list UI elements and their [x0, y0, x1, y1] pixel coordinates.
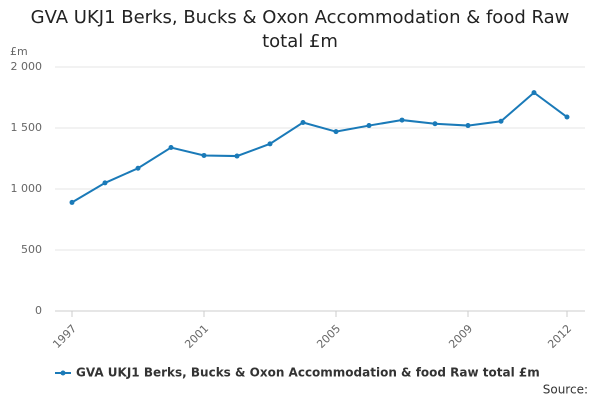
chart-title: GVA UKJ1 Berks, Bucks & Oxon Accommodati… [30, 7, 570, 52]
x-tick-label: 1997 [50, 322, 79, 351]
point [201, 152, 207, 158]
y-unit: £m [10, 45, 28, 58]
point [465, 123, 471, 129]
point [366, 123, 372, 129]
y-tick-label: 0 [35, 304, 42, 317]
legend-label: GVA UKJ1 Berks, Bucks & Oxon Accommodati… [76, 366, 540, 380]
point [267, 141, 273, 147]
point [234, 153, 240, 159]
point [399, 117, 405, 123]
legend-marker [60, 370, 66, 376]
point [564, 114, 570, 120]
point [69, 199, 75, 205]
point [531, 90, 537, 96]
point [498, 118, 504, 124]
point [102, 180, 108, 186]
x-tick-label: 2009 [446, 322, 475, 351]
source: Source: [543, 383, 588, 397]
y-tick-label: 1 000 [11, 182, 43, 195]
x-tick-label: 2012 [545, 322, 574, 351]
x-tick-label: 2005 [314, 322, 343, 351]
point [135, 165, 141, 171]
point [300, 120, 306, 126]
x-tick-label: 2001 [182, 322, 211, 351]
point [432, 121, 438, 127]
line [71, 91, 568, 204]
y-tick-label: 2 000 [11, 60, 43, 73]
y-tick-label: 1 500 [11, 121, 43, 134]
point [168, 145, 174, 151]
point [333, 129, 339, 135]
y-tick-label: 500 [21, 243, 42, 256]
